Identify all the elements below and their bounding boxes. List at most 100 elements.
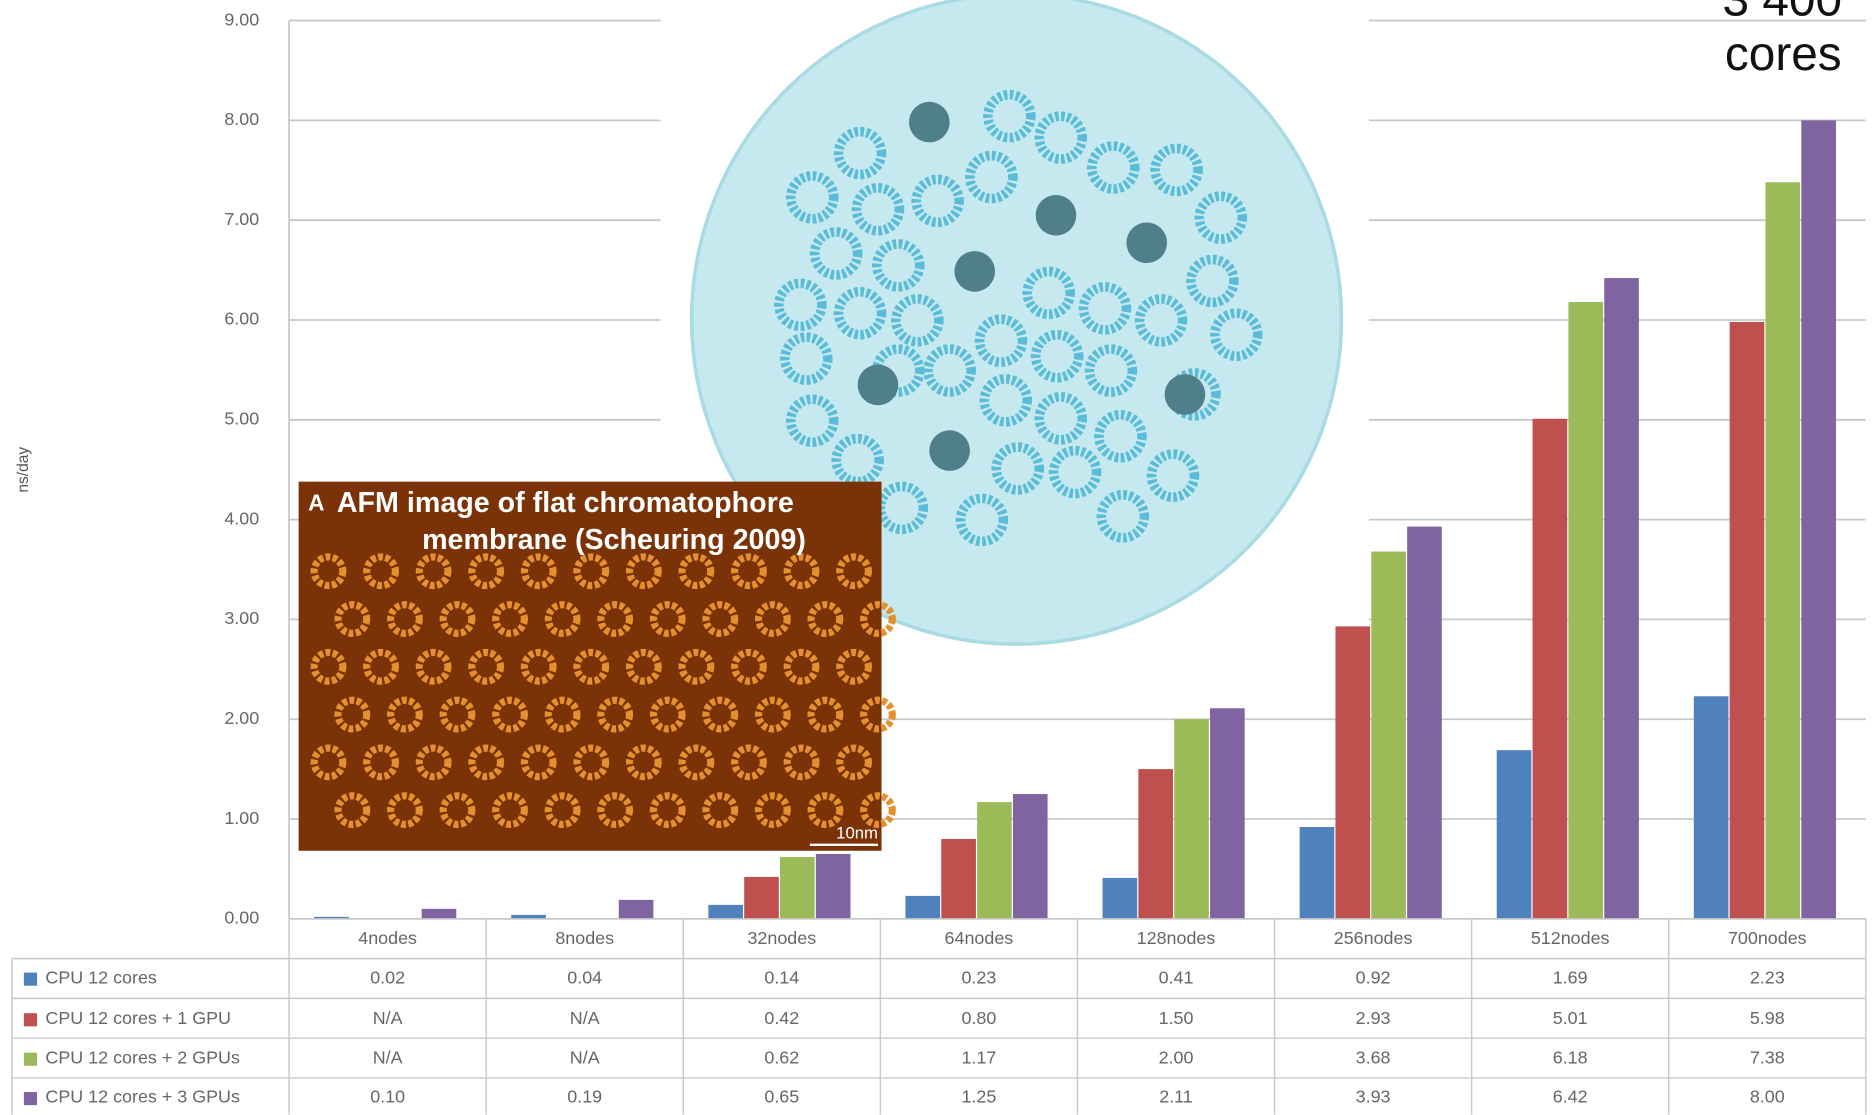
afm-caption: AFM image of flat chromatophore: [337, 487, 794, 519]
bar: [618, 899, 654, 919]
afm-ring: [807, 696, 844, 733]
afm-ring: [520, 553, 557, 590]
table-cell: 1.50: [1159, 1008, 1194, 1028]
afm-ring: [492, 601, 528, 637]
y-tick-label: 5.00: [224, 409, 259, 429]
legend-swatch: [23, 1052, 38, 1066]
table-cell: 2.00: [1159, 1047, 1194, 1067]
y-tick-label: 7.00: [224, 209, 259, 229]
cores-number: 3 400: [1722, 0, 1842, 26]
afm-ring: [731, 744, 767, 781]
x-tick-label: 4nodes: [358, 928, 417, 948]
bar: [1174, 719, 1209, 919]
afm-ring: [860, 792, 896, 829]
bar: [1568, 302, 1604, 919]
table-cell: 0.42: [764, 1008, 799, 1028]
bar: [1693, 696, 1729, 919]
legend-label: CPU 12 cores + 3 GPUs: [45, 1087, 240, 1107]
table-cell: N/A: [373, 1047, 403, 1067]
afm-ring: [492, 696, 528, 733]
protein-ring: [1022, 266, 1076, 320]
protein-ring: [1150, 143, 1203, 197]
bar: [1335, 626, 1371, 919]
afm-ring: [649, 601, 686, 637]
x-tick-label: 700nodes: [1728, 928, 1807, 948]
afm-ring: [415, 648, 452, 685]
bar: [708, 904, 743, 919]
protein-ring: [1146, 449, 1200, 502]
afm-ring: [597, 601, 634, 637]
protein-ring: [780, 332, 833, 385]
afm-ring: [544, 696, 581, 733]
protein-ring: [1186, 254, 1239, 308]
afm-ring: [492, 792, 528, 829]
protein-ring: [809, 227, 863, 280]
afm-ring: [678, 648, 715, 685]
scale-bar-label: 10nm: [836, 823, 878, 842]
afm-ring: [597, 792, 634, 829]
protein-ring: [1210, 308, 1263, 362]
protein-ring: [831, 433, 884, 487]
afm-ring: [573, 553, 610, 590]
afm-ring: [597, 696, 634, 733]
afm-ring: [573, 744, 610, 781]
afm-ring: [334, 696, 371, 733]
afm-ring: [783, 553, 820, 590]
table-cell: 0.19: [567, 1087, 602, 1107]
afm-ring: [702, 601, 739, 637]
afm-ring: [678, 553, 715, 590]
protein-ring: [923, 344, 976, 397]
afm-ring: [702, 696, 739, 733]
legend-label: CPU 12 cores + 2 GPUs: [45, 1047, 240, 1067]
table-cell: 1.25: [961, 1087, 996, 1107]
afm-ring: [363, 553, 399, 590]
afm-caption: membrane (Scheuring 2009): [422, 524, 806, 556]
protein-ring: [955, 493, 1009, 547]
protein-ring: [774, 278, 827, 332]
y-tick-label: 6.00: [224, 309, 259, 329]
table-cell: 2.23: [1750, 967, 1785, 987]
table-cell: 0.10: [370, 1087, 405, 1107]
afm-ring: [520, 648, 557, 685]
bar: [511, 914, 546, 919]
protein-ring: [979, 374, 1033, 427]
afm-ring: [783, 648, 820, 685]
afm-ring: [544, 792, 581, 829]
afm-ring: [860, 696, 896, 733]
y-tick-label: 8.00: [224, 109, 259, 129]
afm-ring: [387, 601, 423, 637]
legend-label: CPU 12 cores: [45, 967, 157, 987]
y-tick-label: 1.00: [224, 808, 259, 828]
protein-complex: [857, 364, 899, 406]
table-cell: 0.65: [764, 1087, 799, 1107]
bar: [815, 853, 851, 919]
afm-ring: [754, 696, 791, 733]
protein-ring: [965, 150, 1018, 204]
afm-ring: [836, 648, 872, 685]
afm-ring: [310, 744, 347, 781]
bar: [780, 856, 815, 919]
bar: [314, 916, 349, 919]
x-tick-label: 256nodes: [1334, 928, 1413, 948]
protein-ring: [1194, 191, 1248, 244]
afm-letter: A: [308, 489, 324, 515]
afm-ring: [836, 553, 872, 590]
afm-ring: [860, 601, 896, 637]
y-tick-label: 9.00: [224, 9, 259, 29]
table-cell: N/A: [373, 1008, 403, 1028]
bar: [1138, 769, 1174, 919]
x-tick-label: 64nodes: [945, 928, 1014, 948]
afm-ring: [387, 792, 423, 829]
protein-complex: [1164, 374, 1206, 415]
table-cell: 1.17: [961, 1047, 996, 1067]
afm-ring: [415, 553, 452, 590]
legend-swatch: [23, 972, 38, 986]
afm-ring: [439, 601, 476, 637]
bar: [977, 802, 1012, 919]
afm-ring: [754, 792, 791, 829]
protein-ring: [974, 314, 1028, 367]
afm-ring: [544, 601, 581, 637]
table-cell: 6.42: [1553, 1087, 1588, 1107]
